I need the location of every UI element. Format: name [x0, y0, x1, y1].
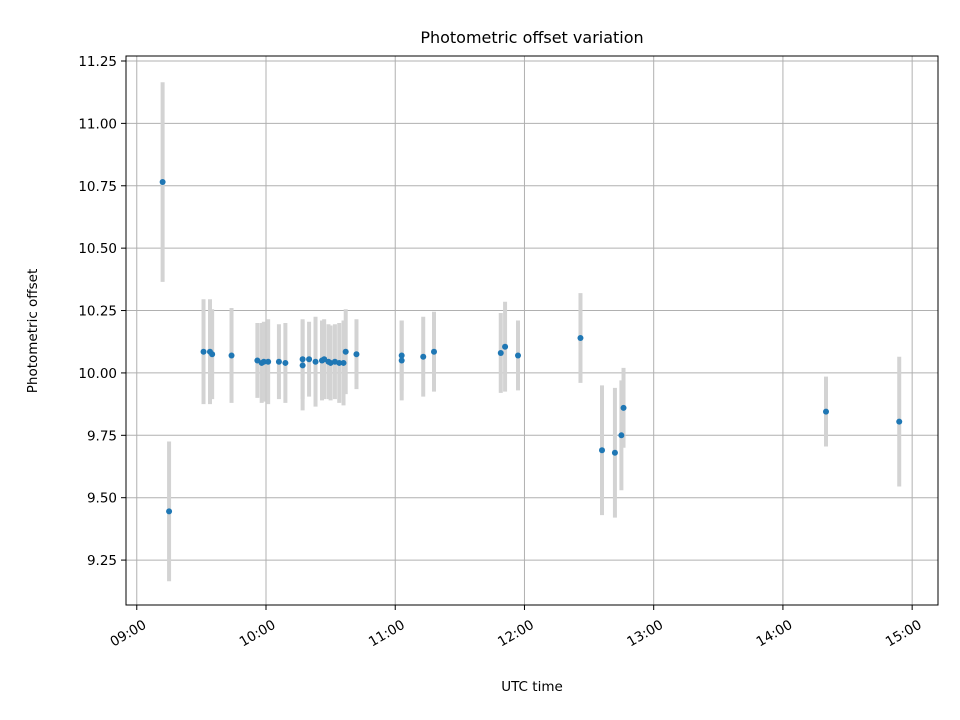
y-axis: 9.25 9.50 9.75 10.00 10.25 10.50 10.75 11.00 11.… — [78, 54, 126, 569]
data-point — [398, 352, 405, 359]
data-point — [353, 351, 360, 358]
y-tick-label: 10.00 — [78, 366, 117, 382]
data-point — [265, 358, 272, 365]
data-point — [823, 408, 829, 415]
y-axis-label: Photometric offset — [25, 269, 41, 393]
data-point — [515, 352, 521, 359]
chart-title: Photometric offset variation — [420, 28, 643, 47]
data-point — [431, 348, 437, 355]
y-tick-label: 9.75 — [87, 428, 117, 444]
data-point — [502, 343, 509, 350]
plot-frame — [125, 55, 939, 606]
data-point — [260, 358, 267, 365]
data-point — [497, 349, 504, 356]
data-point — [599, 447, 605, 454]
data-point — [618, 432, 625, 439]
data-point — [312, 358, 319, 365]
data-point — [299, 362, 306, 369]
data-point — [620, 404, 627, 411]
data-point — [209, 351, 216, 358]
data-point — [228, 352, 235, 359]
data-point — [340, 359, 347, 366]
data-point — [306, 356, 313, 363]
data-point — [275, 358, 282, 365]
data-point — [159, 179, 166, 186]
data-point — [398, 357, 405, 364]
data-point — [166, 508, 173, 515]
data-point — [896, 418, 903, 425]
data-points — [159, 179, 903, 515]
data-point — [299, 356, 306, 363]
y-tick-label: 11.25 — [78, 54, 117, 70]
data-point — [342, 348, 349, 355]
y-tick-label: 9.25 — [87, 553, 117, 569]
data-point — [282, 359, 289, 366]
y-tick-label: 9.50 — [87, 491, 117, 507]
data-point — [577, 334, 584, 341]
y-tick-label: 10.75 — [78, 179, 117, 195]
y-tick-label: 10.50 — [78, 241, 117, 257]
data-point — [611, 449, 618, 456]
data-point — [336, 359, 343, 366]
x-axis-label: UTC time — [501, 679, 563, 695]
y-tick-label: 10.25 — [78, 304, 117, 320]
data-point — [200, 348, 207, 355]
y-tick-label: 11.00 — [78, 116, 117, 132]
data-point — [420, 353, 427, 360]
